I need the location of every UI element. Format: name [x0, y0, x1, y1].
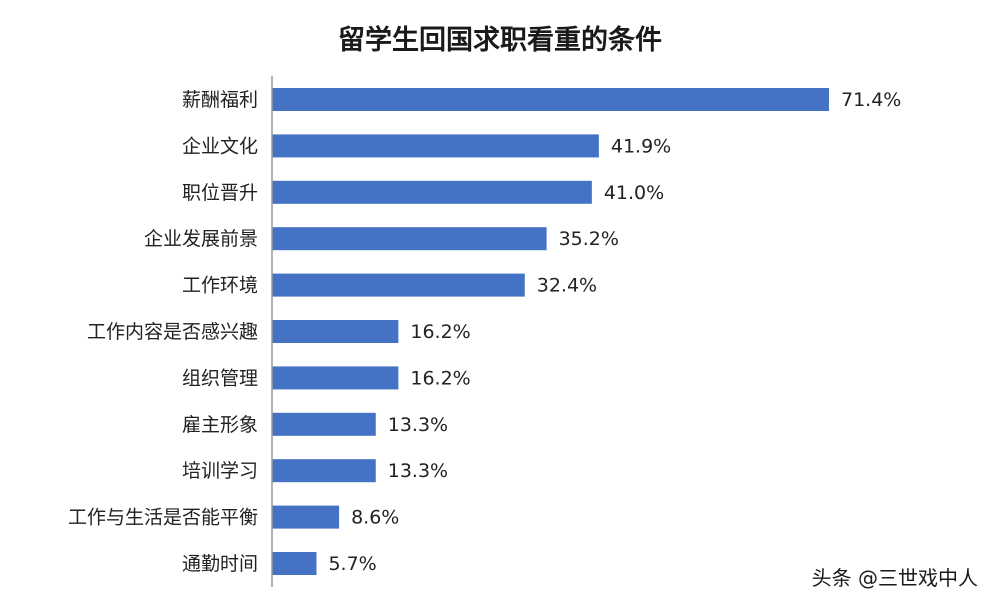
- value-label: 13.3%: [388, 460, 448, 482]
- bar: [272, 88, 829, 111]
- bar: [272, 505, 340, 529]
- category-label: 工作与生活是否能平衡: [68, 507, 258, 529]
- category-label: 职位晋升: [182, 182, 258, 204]
- category-label: 雇主形象: [182, 414, 258, 436]
- chart-title: 留学生回国求职看重的条件: [338, 25, 662, 56]
- value-labels-group: 71.4% 41.9% 41.0% 35.2% 32.4% 16.2% 16.2% 13.3%…: [328, 89, 901, 575]
- value-label: 35.2%: [559, 228, 619, 250]
- value-label: 41.0%: [604, 182, 664, 204]
- value-label: 5.7%: [328, 553, 376, 575]
- bar: [272, 552, 317, 575]
- value-label: 13.3%: [388, 414, 448, 436]
- category-label: 企业文化: [182, 135, 258, 157]
- value-label: 8.6%: [351, 507, 399, 529]
- category-label: 培训学习: [182, 460, 258, 482]
- value-label: 16.2%: [410, 321, 470, 343]
- bar: [272, 320, 399, 343]
- category-label: 薪酬福利: [182, 89, 258, 111]
- value-label: 32.4%: [537, 275, 597, 297]
- value-label: 16.2%: [410, 367, 470, 389]
- category-label: 企业发展前景: [144, 228, 258, 250]
- bar: [272, 366, 399, 390]
- category-label: 工作内容是否感兴趣: [87, 321, 258, 343]
- bar: [272, 227, 547, 251]
- bar: [272, 180, 592, 204]
- value-label: 71.4%: [841, 89, 901, 111]
- bar: [272, 412, 376, 436]
- watermark: 头条 @三世戏中人: [811, 566, 978, 590]
- category-label: 工作环境: [182, 275, 258, 297]
- bars-group: [272, 88, 829, 575]
- bar: [272, 134, 599, 158]
- bar: [272, 459, 376, 483]
- value-label: 41.9%: [611, 135, 671, 157]
- bar: [272, 273, 525, 297]
- category-label: 组织管理: [182, 367, 258, 389]
- category-labels-group: 薪酬福利企业文化职位晋升企业发展前景工作环境工作内容是否感兴趣组织管理雇主形象培…: [68, 89, 258, 575]
- category-label: 通勤时间: [182, 553, 258, 575]
